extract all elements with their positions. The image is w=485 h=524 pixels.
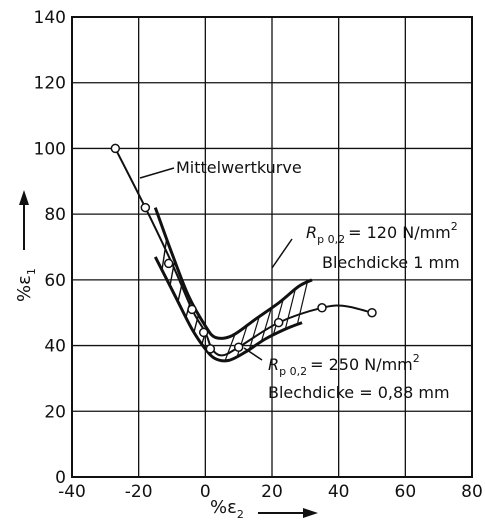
band-hatch — [248, 316, 260, 350]
upper-curve — [153, 207, 313, 340]
lower-leader-line — [243, 347, 263, 361]
y-tick-label: 120 — [34, 74, 66, 94]
lower-rp-main: R — [268, 355, 279, 374]
y-tick-label: 0 — [55, 468, 66, 488]
data-point-marker — [187, 304, 197, 315]
y-tick-label: 140 — [34, 8, 66, 28]
upper-leader-line — [271, 238, 293, 269]
upper-rp-main: R — [306, 223, 317, 242]
band-hatch — [161, 238, 168, 271]
band-hatch — [224, 333, 236, 361]
x-tick-label: 60 — [395, 482, 417, 502]
x-tick-label: -40 — [58, 482, 86, 502]
data-point-marker — [273, 317, 284, 328]
mean-leader-line — [139, 167, 175, 179]
lower-curve — [153, 256, 303, 363]
lower-rp-value: = 250 N/mm — [310, 355, 413, 374]
x-tick-label: 40 — [328, 482, 350, 502]
x-tick-label: -20 — [125, 482, 153, 502]
band-hatch — [284, 289, 296, 330]
x-tick-label: 0 — [200, 482, 211, 502]
grid — [72, 17, 472, 477]
y-axis-label-sub: 1 — [25, 268, 38, 275]
band-hatch — [296, 282, 308, 325]
y-axis-label-group: %ε1 — [14, 268, 38, 302]
x-axis-label-sub: 2 — [237, 508, 244, 521]
data-point-marker — [140, 202, 151, 213]
lower-rp-label: Rp 0,2 = 250 N/mm2 — [268, 352, 420, 378]
x-axis-arrow-head — [303, 508, 318, 518]
upper-rp-label: Rp 0,2 = 120 N/mm2 — [306, 220, 458, 246]
lower-rp-sup: 2 — [413, 352, 420, 365]
band-hatch — [260, 307, 272, 342]
y-axis-label-main: %ε — [14, 275, 35, 302]
data-point-marker — [233, 342, 244, 352]
y-tick-label: 20 — [44, 402, 66, 422]
lower-thickness-label: Blechdicke = 0,88 mm — [268, 383, 450, 402]
y-tick-labels: 0 20 40 60 80 100 120 140 — [34, 8, 66, 488]
band-hatch — [272, 298, 284, 336]
data-point-marker — [317, 303, 327, 313]
upper-thickness-label: Blechdicke 1 mm — [322, 253, 460, 272]
y-tick-label: 100 — [34, 139, 66, 159]
x-axis-label-main: %ε — [210, 497, 237, 518]
data-point-marker — [110, 143, 121, 154]
data-point-marker — [198, 327, 209, 338]
x-tick-label: 80 — [461, 482, 483, 502]
x-tick-labels: -40 -20 0 20 40 60 80 — [58, 482, 483, 502]
y-axis-arrow-head — [19, 190, 29, 205]
x-axis-label: %ε2 — [210, 497, 244, 521]
lower-rp-sub: p 0,2 — [279, 365, 307, 378]
y-tick-label: 40 — [44, 337, 66, 357]
y-tick-label: 60 — [44, 271, 66, 291]
y-tick-label: 80 — [44, 205, 66, 225]
plot-frame — [71, 16, 473, 478]
upper-rp-value: = 120 N/mm — [348, 223, 451, 242]
mean-curve-label: Mittelwertkurve — [176, 158, 302, 177]
band-hatch — [193, 313, 200, 333]
mean-curve — [114, 147, 373, 357]
markers — [110, 143, 377, 354]
data-point-marker — [367, 307, 377, 318]
data-point-marker — [205, 344, 216, 354]
upper-rp-sup: 2 — [451, 220, 458, 233]
upper-rp-sub: p 0,2 — [317, 233, 345, 246]
x-tick-label: 20 — [261, 482, 283, 502]
data-point-marker — [163, 258, 174, 269]
y-axis-label: %ε1 — [14, 268, 38, 302]
band-hatch — [169, 260, 176, 286]
